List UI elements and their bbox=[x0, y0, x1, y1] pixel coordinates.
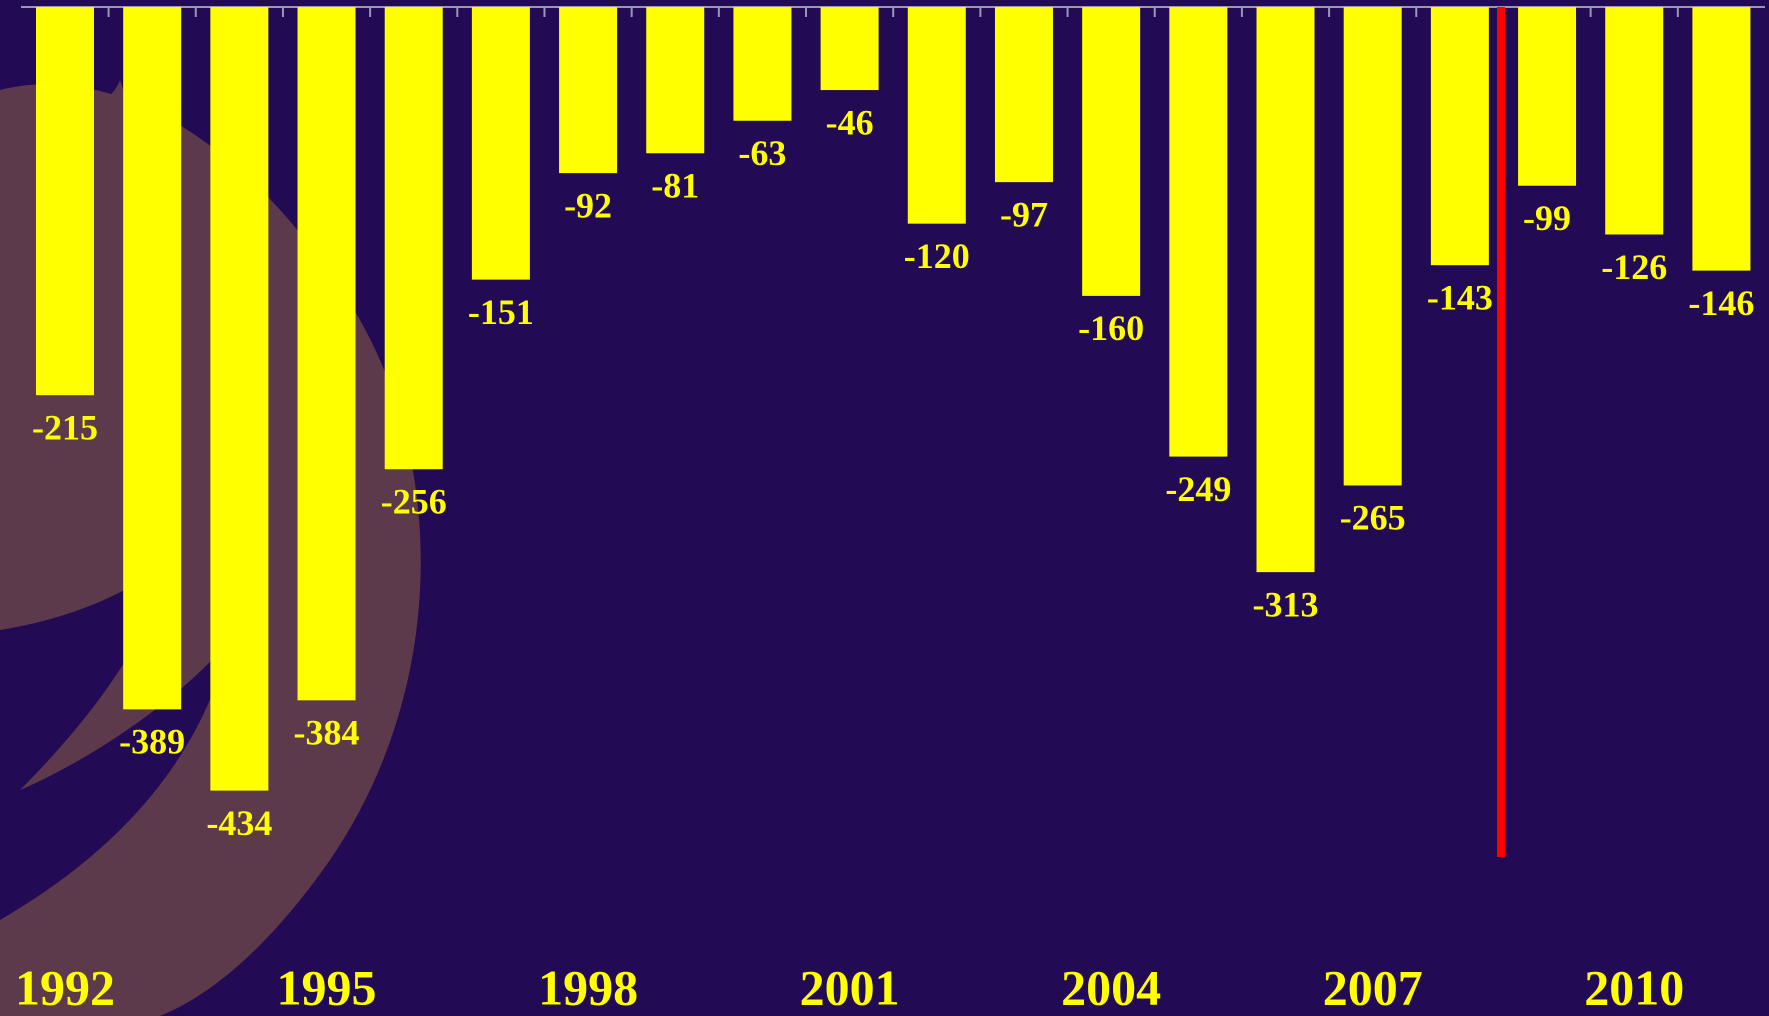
bar bbox=[35, 7, 94, 396]
value-label: -146 bbox=[1688, 283, 1754, 323]
value-label: -434 bbox=[206, 803, 272, 843]
x-tick-label: 1998 bbox=[538, 959, 638, 1015]
value-label: -63 bbox=[738, 133, 786, 173]
value-label: -99 bbox=[1523, 198, 1571, 238]
bar bbox=[733, 7, 792, 121]
value-label: -313 bbox=[1253, 584, 1319, 624]
bar bbox=[1169, 7, 1228, 457]
bar bbox=[297, 7, 356, 701]
bar bbox=[1082, 7, 1141, 296]
bar bbox=[994, 7, 1053, 183]
x-tick-label: 2007 bbox=[1323, 959, 1423, 1015]
value-label: -389 bbox=[119, 722, 185, 762]
bar bbox=[471, 7, 530, 280]
value-label: -265 bbox=[1340, 498, 1406, 538]
bar bbox=[1256, 7, 1315, 573]
bar bbox=[646, 7, 705, 154]
bar bbox=[1605, 7, 1664, 235]
bar bbox=[1692, 7, 1751, 271]
x-tick-label: 1995 bbox=[277, 959, 377, 1015]
value-label: -46 bbox=[826, 102, 874, 142]
bar bbox=[907, 7, 966, 224]
x-tick-label: 2004 bbox=[1061, 959, 1161, 1015]
value-label: -249 bbox=[1165, 469, 1231, 509]
bar bbox=[1430, 7, 1489, 266]
bar bbox=[210, 7, 269, 791]
value-label: -92 bbox=[564, 185, 612, 225]
x-tick-label: 2001 bbox=[800, 959, 900, 1015]
x-tick-label: 2010 bbox=[1584, 959, 1684, 1015]
value-label: -143 bbox=[1427, 277, 1493, 317]
bar bbox=[820, 7, 879, 91]
value-label: -384 bbox=[294, 713, 360, 753]
bar bbox=[1343, 7, 1402, 486]
x-tick-label: 1992 bbox=[15, 959, 115, 1015]
value-label: -256 bbox=[381, 481, 447, 521]
marker-line bbox=[1497, 7, 1505, 857]
value-label: -97 bbox=[1000, 194, 1048, 234]
value-label: -126 bbox=[1601, 247, 1667, 287]
bar bbox=[559, 7, 618, 174]
bar bbox=[123, 7, 182, 710]
value-label: -160 bbox=[1078, 308, 1144, 348]
value-label: -81 bbox=[651, 166, 699, 206]
value-label: -120 bbox=[904, 236, 970, 276]
bar bbox=[384, 7, 443, 470]
value-label: -151 bbox=[468, 292, 534, 332]
bar bbox=[1518, 7, 1577, 186]
value-label: -215 bbox=[32, 407, 98, 447]
